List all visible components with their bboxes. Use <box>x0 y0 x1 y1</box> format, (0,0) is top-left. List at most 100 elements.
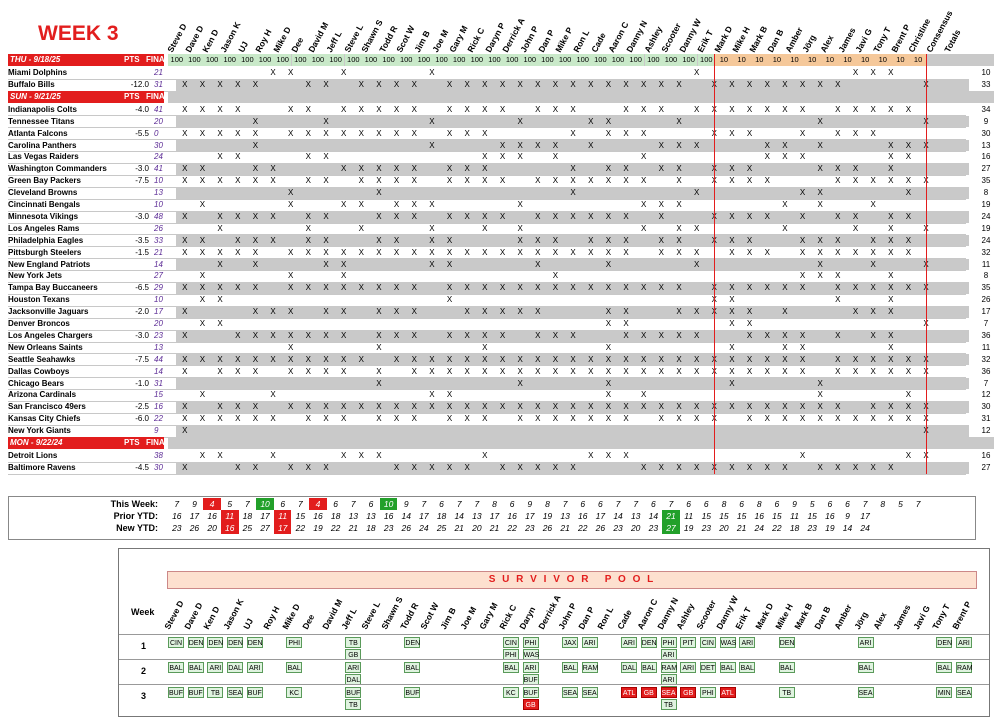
game-row: Philadelphia Eagles -3.5 33 X X X X X X X X X X X X X X X… <box>8 234 998 248</box>
pick-mark: X <box>835 462 841 472</box>
pick-mark: X <box>340 366 347 376</box>
score-value: 16 <box>313 511 323 521</box>
pick-mark: X <box>393 247 400 257</box>
game-row: Jacksonville Jaguars -2.0 17 X X X X X X X X X X X X X X… <box>8 306 998 319</box>
pick-mark: X <box>323 330 329 340</box>
score-value: 7 <box>615 499 621 509</box>
pick-mark: X <box>746 104 753 114</box>
score-value: 19 <box>542 511 553 521</box>
pick-mark: X <box>782 140 788 150</box>
pick-mark: X <box>411 414 417 424</box>
score-value: 6 <box>598 499 603 509</box>
survivor-pick: DEN <box>187 637 204 648</box>
team-name: New England Patriots <box>8 259 91 269</box>
survivor-player: Ken D <box>201 604 222 631</box>
pick-mark: X <box>235 104 241 114</box>
pick-mark: X <box>323 259 329 269</box>
pick-mark: X <box>305 247 312 257</box>
pick-mark: X <box>570 247 576 257</box>
pick-mark: X <box>782 283 788 293</box>
pick-mark: X <box>588 451 594 460</box>
pick-mark: X <box>305 283 312 293</box>
survivor-pick: DET <box>699 662 716 673</box>
pick-mark: X <box>517 354 523 364</box>
survivor-player: Mark D <box>753 601 776 631</box>
game-total: 27 <box>974 461 998 474</box>
pick-mark: X <box>252 330 259 340</box>
pick-mark: X <box>182 104 188 114</box>
spread: -2.5 <box>135 402 149 412</box>
pick-mark: X <box>835 271 841 281</box>
pick-mark: X <box>552 104 559 114</box>
pick-mark: X <box>446 79 453 89</box>
point-value: 100 <box>256 54 274 66</box>
pick-mark: X <box>693 223 700 233</box>
survivor-pick: PHI <box>286 637 303 648</box>
survivor-player: Mark B <box>792 601 815 631</box>
pick-mark: X <box>199 354 206 364</box>
week-number: 3 <box>141 691 147 701</box>
pick-mark: X <box>570 414 576 424</box>
pick-mark: X <box>605 164 612 174</box>
pick-mark: X <box>905 152 912 162</box>
pick-mark: X <box>305 176 312 186</box>
survivor-pick: BUF <box>404 687 421 698</box>
survivor-pick: KC <box>286 687 303 698</box>
team-name: Carolina Panthers <box>8 140 77 150</box>
pick-mark: X <box>499 140 506 150</box>
pick-mark: X <box>799 188 806 198</box>
pick-mark: X <box>570 402 576 412</box>
final-score: 10 <box>154 176 163 186</box>
score-value: 16 <box>172 511 182 521</box>
pick-mark: X <box>482 152 488 162</box>
game-total: 30 <box>974 127 998 140</box>
score-value: 6 <box>580 499 586 509</box>
pick-mark: X <box>517 79 523 89</box>
pick-mark: X <box>729 247 735 257</box>
point-value: 10 <box>874 54 892 66</box>
pick-mark: X <box>729 211 735 221</box>
pick-mark: X <box>411 354 417 364</box>
survivor-pick: TB <box>660 699 677 710</box>
pick-mark: X <box>641 402 647 412</box>
pick-mark: X <box>199 451 206 460</box>
pick-mark: X <box>888 307 894 317</box>
pick-mark: X <box>235 462 241 472</box>
pick-mark: X <box>817 200 823 209</box>
survivor-player: Tony T <box>930 602 953 631</box>
player-name: Jörg <box>800 33 819 54</box>
pick-mark: X <box>817 140 823 150</box>
survivor-pick: BAL <box>168 662 184 673</box>
pick-mark: X <box>693 414 700 424</box>
final-score: 21 <box>154 68 163 77</box>
pick-mark: X <box>852 128 859 138</box>
pick-mark: X <box>782 200 788 209</box>
game-row: Dallas Cowboys 14 X X X X X X X X X X X X X X X X X X X X X X X X… <box>8 365 998 379</box>
pick-mark: X <box>888 462 894 472</box>
pick-mark: X <box>888 235 894 245</box>
team-name: Tampa Bay Buccaneers <box>8 283 98 293</box>
pick-mark: X <box>605 116 612 126</box>
pick-mark: X <box>499 283 506 293</box>
game-total: 34 <box>974 103 998 116</box>
pick-mark: X <box>235 414 241 424</box>
pick-mark: X <box>323 462 329 472</box>
pick-mark: X <box>535 259 541 269</box>
score-value: 23 <box>807 523 817 533</box>
game-total: 30 <box>974 401 998 413</box>
pick-mark: X <box>182 176 188 186</box>
pick-mark: X <box>905 211 912 221</box>
score-value: 14 <box>613 511 623 521</box>
pick-mark: X <box>552 152 559 162</box>
score-value: 18 <box>789 523 800 533</box>
pick-mark: X <box>535 79 541 89</box>
pick-mark: X <box>376 342 382 352</box>
pick-mark: X <box>905 402 912 412</box>
pick-mark: X <box>376 378 382 388</box>
pick-mark: X <box>888 211 894 221</box>
survivor-player: Jeff L <box>339 606 359 631</box>
